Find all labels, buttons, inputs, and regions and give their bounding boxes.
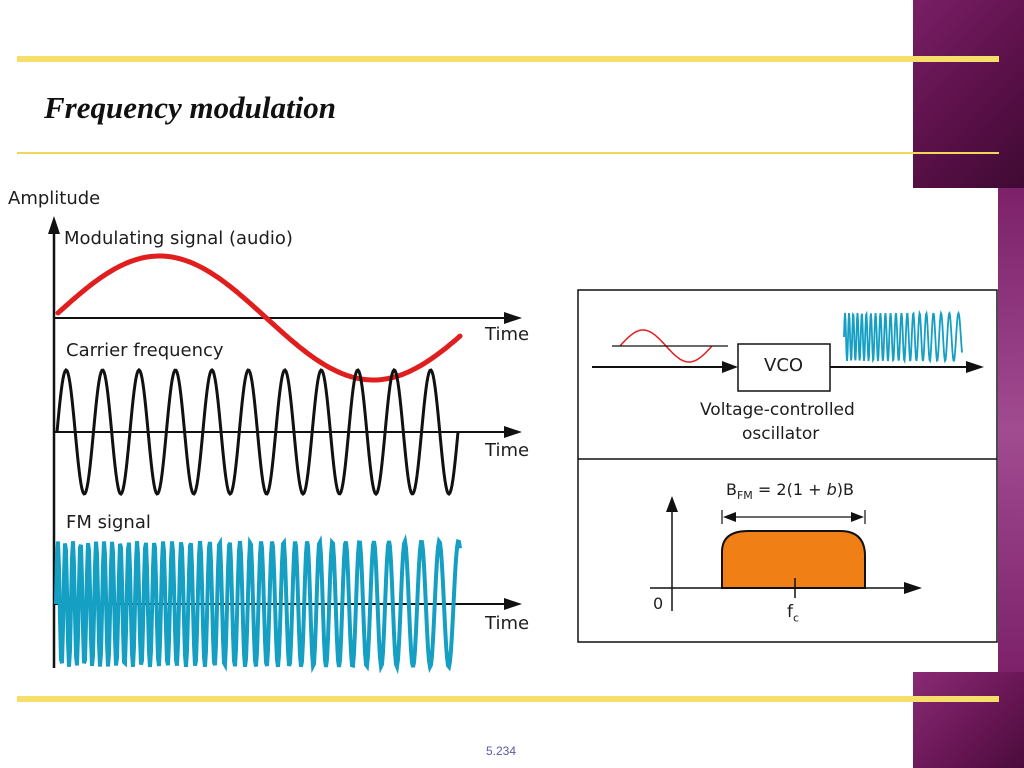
bandwidth-formula-part2: )B: [836, 480, 854, 499]
decorative-purple-strip: [998, 188, 1024, 672]
time-axis-2-arrowhead: [504, 426, 522, 438]
time-label-3: Time: [485, 613, 530, 634]
bandwidth-formula-subscript: FM: [736, 489, 753, 503]
vco-box-label: VCO: [764, 355, 804, 376]
title-rule: [17, 152, 999, 154]
time-axis-1-arrowhead: [504, 312, 522, 324]
vco-output-wave: [843, 309, 963, 365]
amplitude-label: Amplitude: [8, 188, 101, 209]
vco-box: [737, 343, 831, 392]
vco-caption-line1: Voltage-controlled: [700, 400, 855, 420]
bandwidth-arrowhead-left: [723, 512, 736, 522]
fm-bandwidth-band: [721, 530, 866, 589]
spectrum-y-axis-arrowhead: [666, 496, 678, 512]
modulating-signal-label: Modulating signal (audio): [64, 228, 293, 249]
vco-caption-line2: oscillator: [742, 424, 820, 444]
center-frequency-label: fc: [787, 602, 799, 624]
bandwidth-formula-part1: = 2(1 +: [752, 480, 827, 499]
bandwidth-formula: BFM = 2(1 + b)B: [726, 480, 854, 502]
time-label-1: Time: [485, 324, 530, 345]
modulating-signal-wave: [55, 253, 463, 383]
time-axis-3-arrowhead: [504, 598, 522, 610]
decorative-purple-block-top: [913, 0, 1024, 188]
page-title: Frequency modulation: [44, 90, 336, 125]
slide-number: 5.234: [486, 744, 517, 758]
vco-output-arrowhead: [966, 361, 984, 373]
time-label-2: Time: [485, 440, 530, 461]
bandwidth-formula-b: B: [726, 480, 737, 499]
bandwidth-formula-italic: b: [826, 480, 837, 499]
bottom-rule: [17, 696, 999, 702]
decorative-purple-block-bottom: [913, 672, 1024, 768]
center-frequency-f: f: [787, 602, 793, 622]
amplitude-axis-arrowhead: [48, 216, 60, 234]
spectrum-x-axis-arrowhead: [904, 582, 922, 594]
carrier-frequency-label: Carrier frequency: [66, 340, 224, 361]
center-frequency-subscript: c: [793, 611, 800, 625]
spectrum-origin-label: 0: [653, 594, 664, 613]
carrier-signal-wave: [55, 367, 460, 497]
panel-border: [577, 289, 998, 643]
bandwidth-arrowhead-right: [851, 512, 864, 522]
vco-input-arrowhead: [722, 361, 738, 373]
fm-signal-wave: [54, 533, 462, 675]
fm-signal-label: FM signal: [66, 512, 151, 533]
top-rule: [17, 56, 999, 62]
